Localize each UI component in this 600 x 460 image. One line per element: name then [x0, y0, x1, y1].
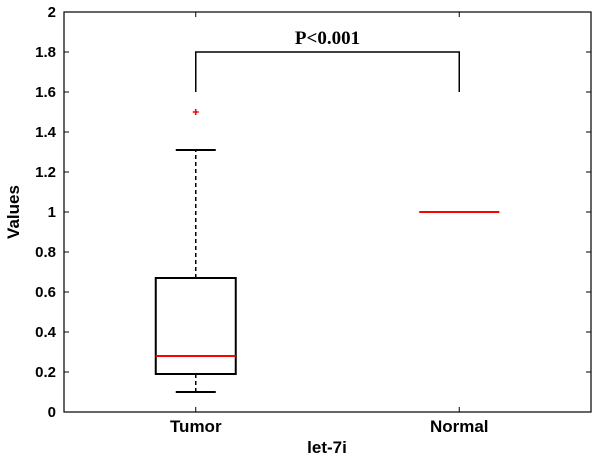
significance-bracket — [195, 51, 460, 92]
x-axis-title: let-7i — [307, 438, 347, 457]
x-tick-label: Tumor — [170, 417, 222, 436]
box-body — [154, 277, 237, 375]
y-tick-label: 1 — [48, 204, 56, 221]
y-tick-label: 0.4 — [35, 324, 57, 341]
y-tick-label: 0.2 — [35, 364, 56, 381]
y-tick-label: 2 — [48, 4, 56, 21]
x-axis: Tumor Normal — [170, 12, 489, 436]
y-tick-label: 1.4 — [35, 124, 57, 141]
boxes — [154, 109, 500, 393]
y-tick-label: 0.8 — [35, 244, 56, 261]
plot-area — [63, 11, 592, 413]
y-tick-label: 0 — [48, 404, 56, 421]
p-value-label: P<0.001 — [295, 28, 360, 49]
y-tick-label: 1.8 — [35, 44, 56, 61]
y-axis: 0 0.2 0.4 0.6 0.8 1 1.2 1.4 1.6 1.8 2 — [35, 4, 591, 421]
significance-annotation: P<0.001 — [195, 28, 460, 92]
box-tumor — [154, 109, 237, 393]
y-axis-title: Values — [4, 185, 23, 239]
y-tick-label: 0.6 — [35, 284, 56, 301]
x-tick-label: Normal — [430, 417, 489, 436]
y-tick-label: 1.6 — [35, 84, 56, 101]
y-tick-label: 1.2 — [35, 164, 56, 181]
